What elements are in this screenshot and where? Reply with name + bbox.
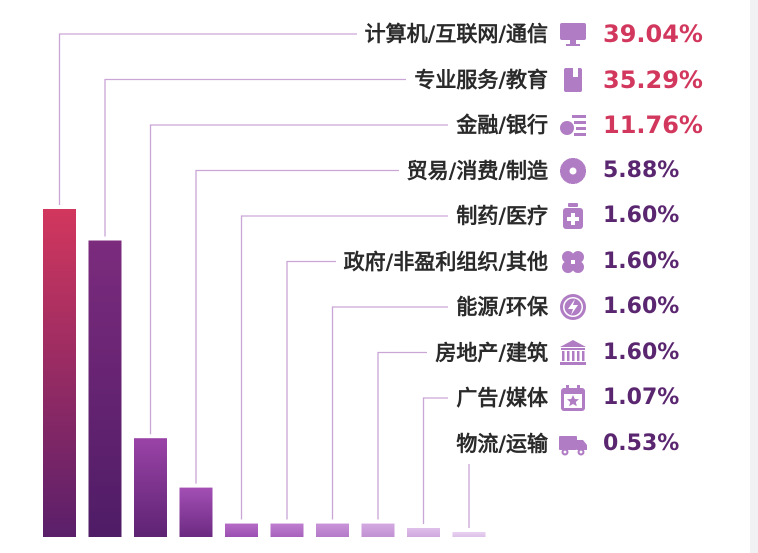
value-label: 1.60% — [603, 339, 680, 365]
value-label: 1.60% — [603, 294, 680, 319]
monitor-icon — [558, 20, 588, 48]
value-label: 35.29% — [603, 65, 703, 94]
value-label: 1.60% — [603, 248, 680, 274]
value-label: 11.76% — [603, 111, 703, 139]
bar-4 — [179, 487, 213, 537]
right-edge-strip — [750, 0, 758, 553]
category-label: 广告/媒体 — [448, 378, 548, 418]
category-label: 物流/运输 — [448, 423, 548, 464]
bar-6 — [270, 523, 304, 537]
value-label: 1.07% — [603, 385, 680, 410]
category-row: 贸易/消费/制造 5.88% — [0, 150, 758, 191]
value-label: 5.88% — [603, 157, 680, 183]
category-label: 计算机/互联网/通信 — [356, 14, 548, 54]
category-label: 能源/环保 — [448, 287, 548, 327]
bar-5 — [225, 523, 258, 537]
value-label: 0.53% — [603, 430, 680, 456]
category-label: 贸易/消费/制造 — [398, 150, 548, 191]
category-row: 物流/运输 0.53% — [0, 423, 758, 464]
bank-icon — [558, 339, 588, 367]
category-row: 制药/医疗 1.60% — [0, 196, 758, 236]
category-row: 计算机/互联网/通信 39.04% — [0, 14, 758, 54]
value-label: 39.04% — [603, 20, 703, 48]
category-row: 能源/环保 1.60% — [0, 287, 758, 327]
bar-3 — [134, 438, 167, 537]
connector-line-2 — [104, 78, 540, 237]
calendar-star-icon — [558, 384, 588, 412]
energy-icon — [558, 293, 588, 321]
bar-7 — [316, 523, 349, 537]
bar-2 — [88, 240, 122, 537]
truck-icon — [558, 430, 588, 458]
book-icon — [558, 66, 588, 94]
bar-1 — [43, 209, 76, 537]
category-label: 政府/非盈利组织/其他 — [335, 241, 548, 282]
category-row: 专业服务/教育 35.29% — [0, 59, 758, 100]
connector-line-5 — [240, 215, 540, 520]
value-label: 1.60% — [603, 203, 680, 228]
bars — [43, 209, 486, 537]
connector-line-3 — [149, 124, 540, 435]
category-row: 政府/非盈利组织/其他 1.60% — [0, 241, 758, 282]
connector-lines — [58, 33, 540, 528]
category-row: 金融/银行 11.76% — [0, 105, 758, 145]
bar-10 — [452, 532, 486, 537]
category-label: 制药/医疗 — [448, 196, 548, 236]
category-row: 广告/媒体 1.07% — [0, 378, 758, 418]
category-row: 房地产/建筑 1.60% — [0, 332, 758, 373]
category-label: 房地产/建筑 — [427, 332, 548, 373]
category-label: 专业服务/教育 — [406, 59, 548, 100]
bar-9 — [407, 528, 440, 537]
category-label: 金融/银行 — [448, 105, 548, 145]
bar-8 — [361, 523, 395, 537]
gear-icon — [558, 157, 588, 185]
clover-icon — [558, 248, 588, 276]
medkit-icon — [558, 202, 588, 230]
money-icon — [558, 111, 588, 139]
